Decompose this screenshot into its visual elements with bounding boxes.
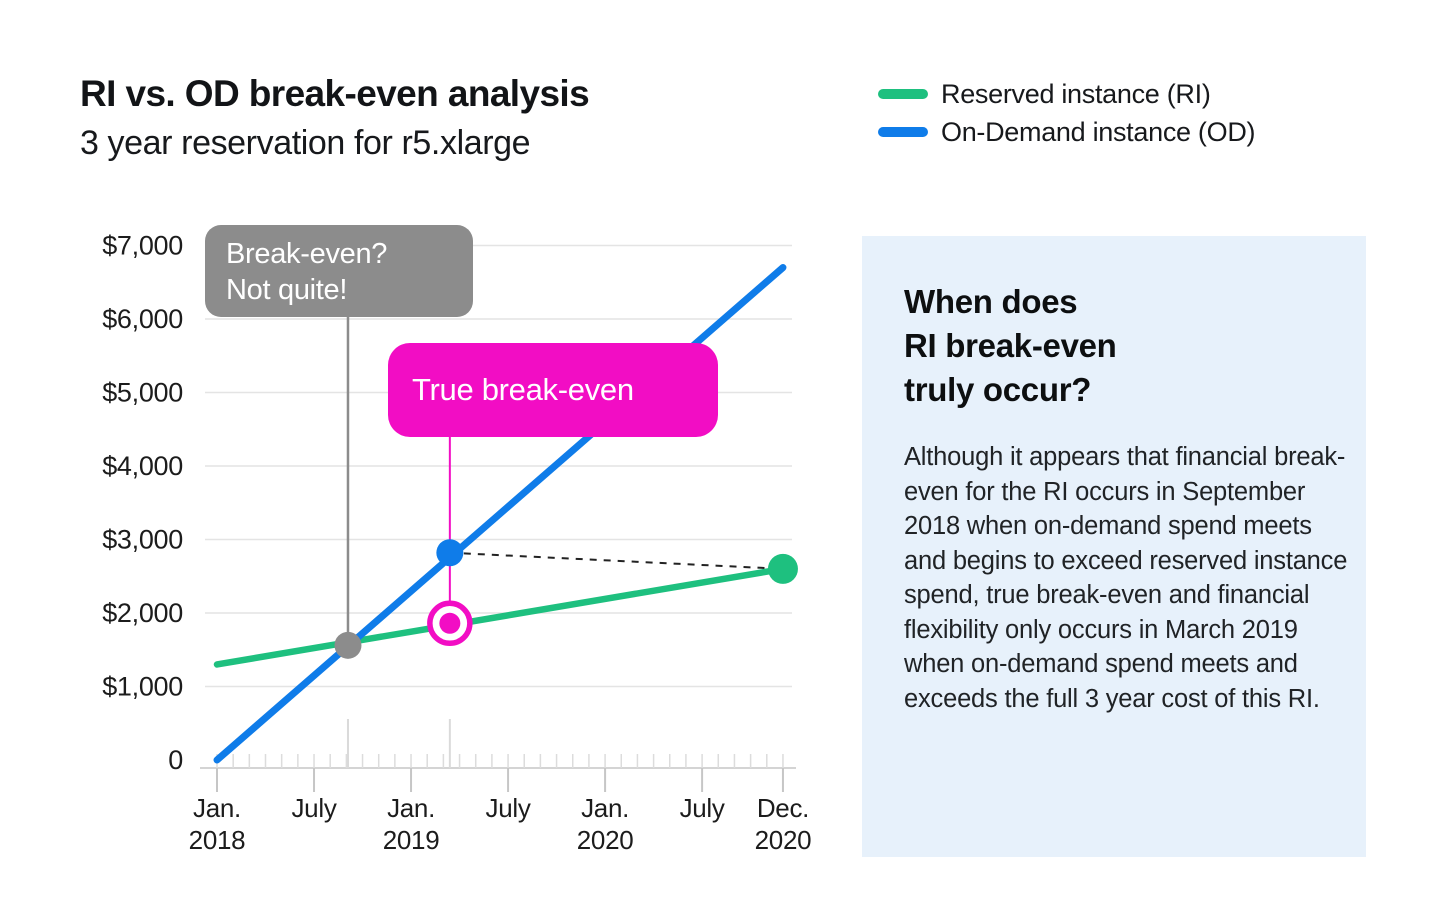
ri-line-swatch xyxy=(878,89,928,99)
panel-heading-line3: truly occur? xyxy=(904,371,1092,408)
svg-text:July: July xyxy=(680,793,725,823)
svg-text:$4,000: $4,000 xyxy=(102,451,183,481)
svg-text:Jan.: Jan. xyxy=(193,793,241,823)
title-block: RI vs. OD break-even analysis 3 year res… xyxy=(80,72,590,165)
svg-text:$6,000: $6,000 xyxy=(102,304,183,334)
legend-item-od: On-Demand instance (OD) xyxy=(878,116,1256,147)
chart-legend: Reserved instance (RI) On-Demand instanc… xyxy=(878,78,1256,156)
panel-heading-line1: When does xyxy=(904,283,1078,320)
svg-text:July: July xyxy=(486,793,531,823)
panel-body-text: Although it appears that financial break… xyxy=(904,443,1348,713)
svg-text:$1,000: $1,000 xyxy=(102,672,183,702)
svg-text:0: 0 xyxy=(168,745,183,775)
svg-text:2020: 2020 xyxy=(577,825,634,855)
svg-text:$3,000: $3,000 xyxy=(102,525,183,555)
od-line-swatch xyxy=(878,127,928,137)
apparent-break-even-callout-line1: Break-even? xyxy=(226,238,388,270)
svg-text:2019: 2019 xyxy=(383,825,440,855)
svg-text:Jan.: Jan. xyxy=(387,793,435,823)
panel-heading-line2: RI break-even xyxy=(904,327,1117,364)
svg-text:Dec.: Dec. xyxy=(757,793,809,823)
true-break-even-callout-label: True break-even xyxy=(412,372,634,407)
svg-text:2018: 2018 xyxy=(189,825,246,855)
panel-heading: When does RI break-even truly occur? xyxy=(904,280,1350,412)
page-subtitle: 3 year reservation for r5.xlarge xyxy=(80,124,531,162)
svg-text:$2,000: $2,000 xyxy=(102,598,183,628)
apparent-break-even-callout-line2: Not quite! xyxy=(226,274,348,306)
svg-text:$7,000: $7,000 xyxy=(102,231,183,261)
apparent-break-even-callout: Break-even? Not quite! xyxy=(205,225,473,317)
legend-item-ri: Reserved instance (RI) xyxy=(878,78,1255,109)
legend-label-ri: Reserved instance (RI) xyxy=(941,78,1211,109)
legend-label-od: On-Demand instance (OD) xyxy=(941,116,1256,147)
svg-text:Jan.: Jan. xyxy=(581,793,629,823)
page-title: RI vs. OD break-even analysis xyxy=(80,73,590,114)
true-break-even-callout: True break-even xyxy=(388,343,718,437)
svg-text:July: July xyxy=(291,793,336,823)
svg-text:2020: 2020 xyxy=(755,825,812,855)
explanation-panel: When does RI break-even truly occur? Alt… xyxy=(862,236,1366,857)
svg-text:$5,000: $5,000 xyxy=(102,378,183,408)
